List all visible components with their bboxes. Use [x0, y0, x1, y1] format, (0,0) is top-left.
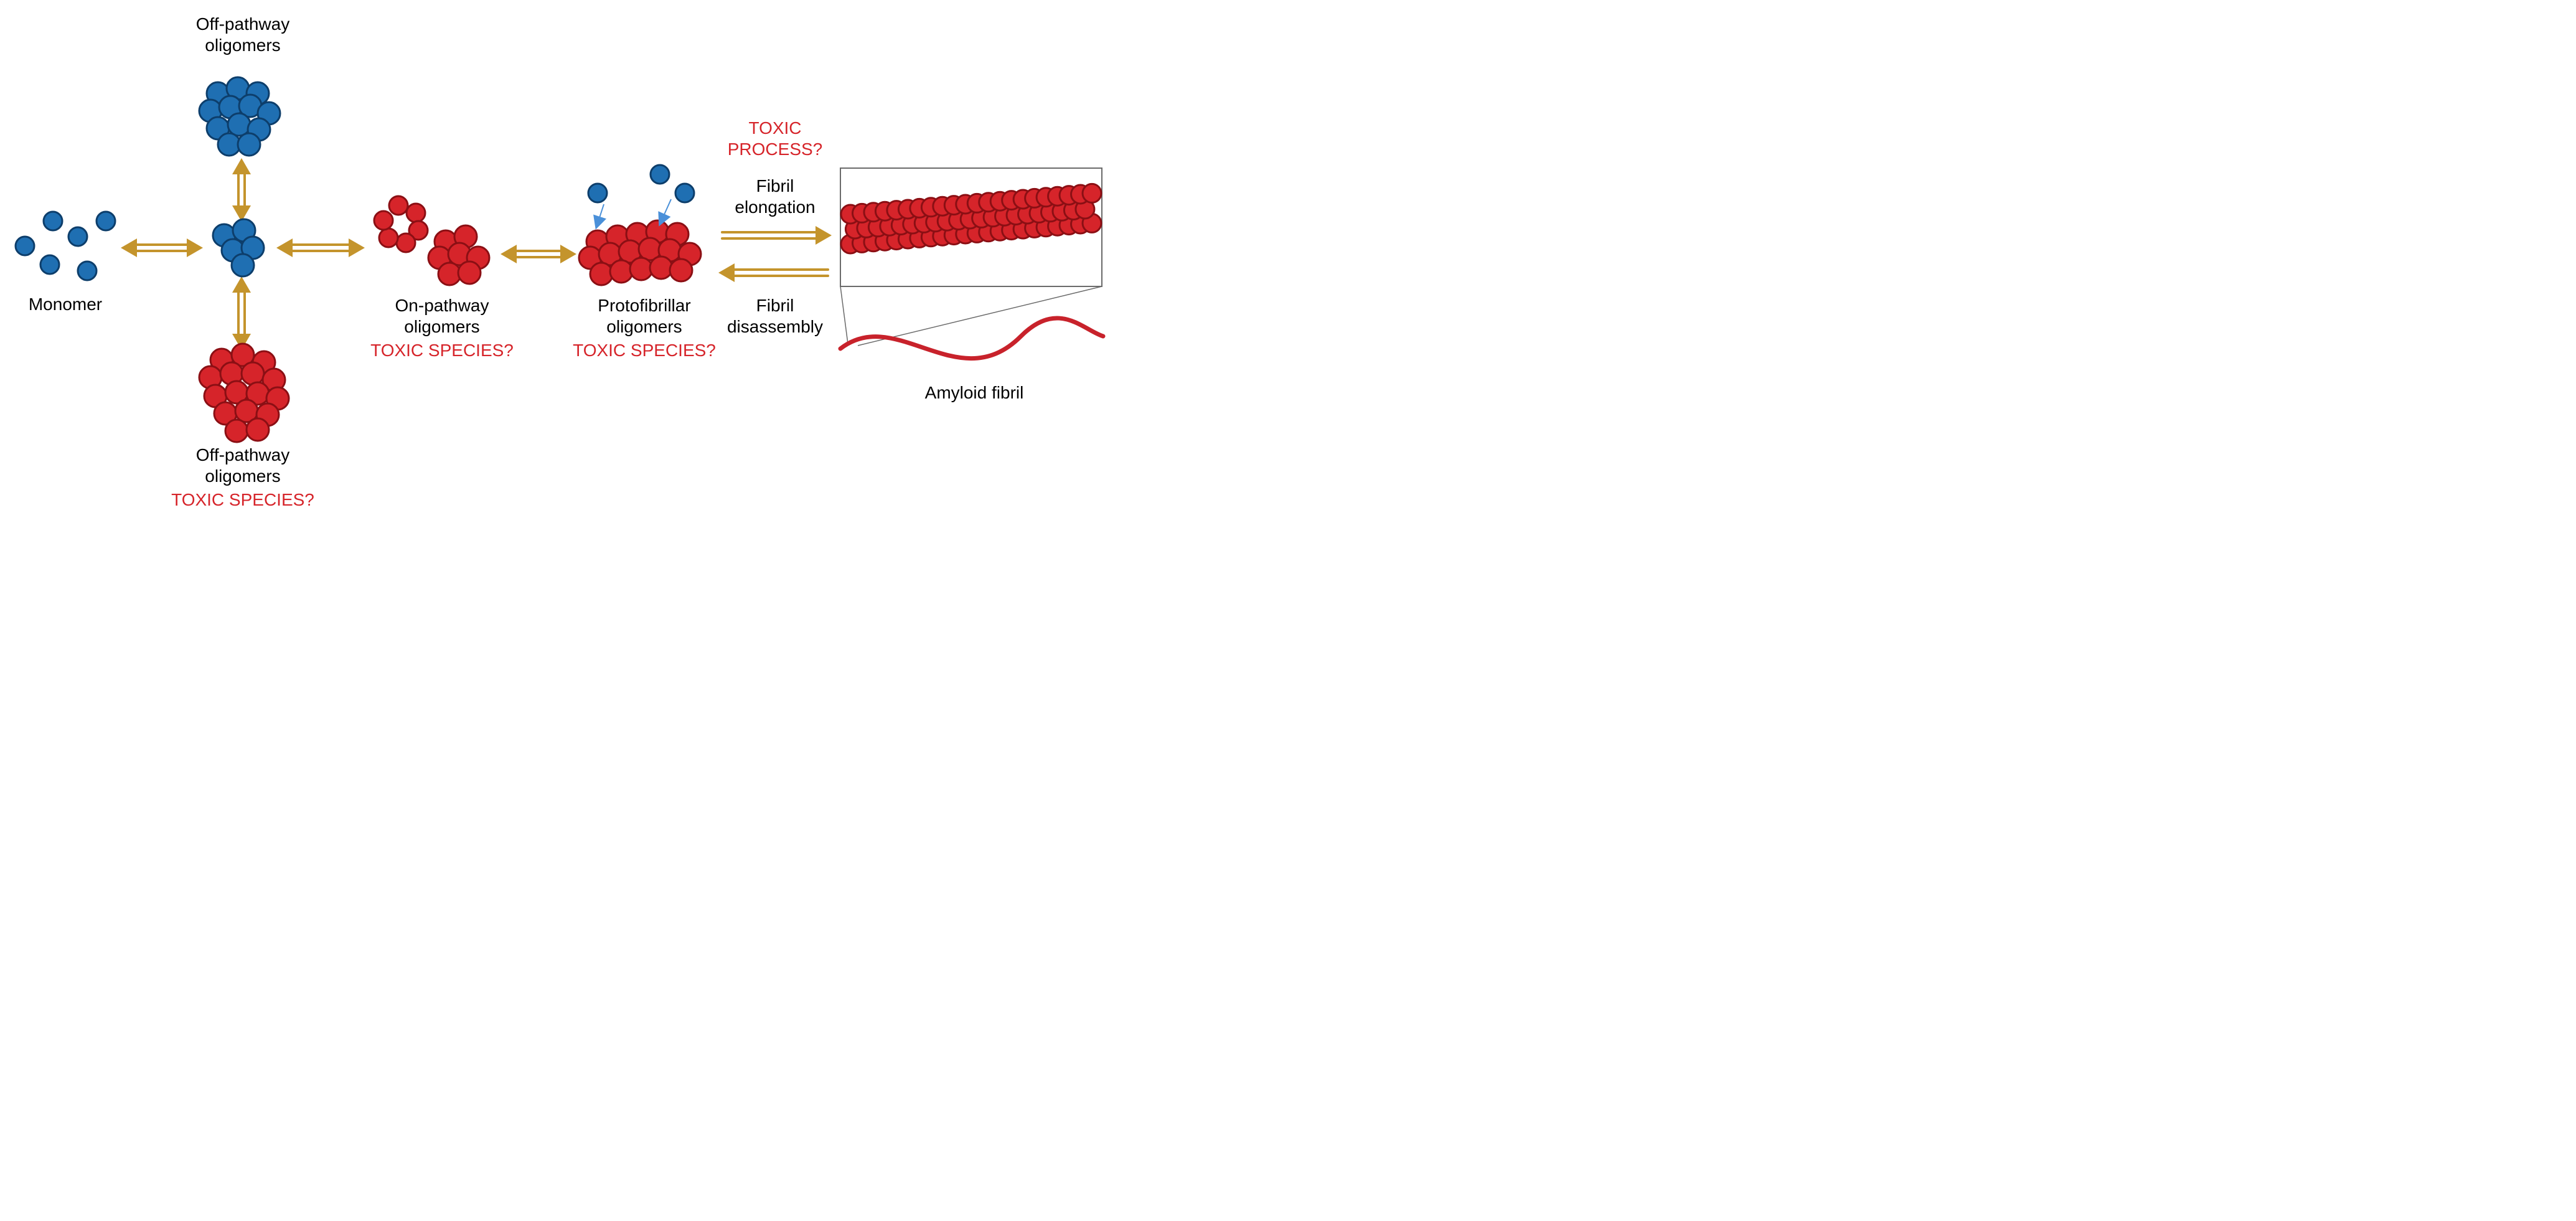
svg-text:Protofibrillar: Protofibrillar: [598, 296, 690, 315]
label-toxic-proto: TOXIC SPECIES?: [573, 341, 716, 360]
protofibrillar-cluster: [579, 220, 701, 285]
double-arrow: [121, 238, 203, 257]
svg-text:On-pathway: On-pathway: [395, 296, 489, 315]
label-toxic-process: TOXICPROCESS?: [728, 118, 823, 159]
svg-text:Amyloid fibril: Amyloid fibril: [925, 383, 1024, 402]
svg-text:oligomers: oligomers: [606, 317, 682, 336]
double-arrow: [232, 276, 251, 350]
protofibrillar-free-monomers: [588, 165, 694, 227]
off-pathway-top: [199, 77, 280, 156]
svg-text:oligomers: oligomers: [205, 35, 280, 55]
label-fibril-disassembly: Fibril disassembly: [727, 296, 823, 336]
svg-text:oligomers: oligomers: [205, 466, 280, 486]
label-amyloid-fibril: Amyloid fibril: [925, 383, 1024, 402]
on-pathway-ring: [374, 196, 428, 252]
callout-line: [840, 286, 848, 344]
svg-text:oligomers: oligomers: [404, 317, 479, 336]
amyloid-fibril-curve: [840, 318, 1103, 359]
svg-text:Fibril: Fibril: [756, 296, 794, 315]
svg-text:elongation: elongation: [735, 197, 815, 217]
label-protofibrillar: Protofibrillar oligomers: [598, 296, 690, 336]
label-toxic-on: TOXIC SPECIES?: [370, 341, 514, 360]
svg-text:TOXIC SPECIES?: TOXIC SPECIES?: [370, 341, 514, 360]
label-toxic-off-bottom: TOXIC SPECIES?: [171, 490, 314, 509]
double-arrow: [232, 158, 251, 222]
svg-text:Fibril: Fibril: [756, 176, 794, 196]
callout-line: [858, 286, 1102, 346]
label-monomer: Monomer: [29, 295, 102, 314]
svg-text:disassembly: disassembly: [727, 317, 823, 336]
intermediate-cluster: [213, 219, 264, 276]
svg-text:TOXIC: TOXIC: [748, 118, 801, 138]
double-arrow: [276, 238, 365, 257]
svg-text:PROCESS?: PROCESS?: [728, 139, 823, 159]
on-pathway-cluster: [428, 225, 489, 285]
svg-text:Off-pathway: Off-pathway: [196, 14, 289, 34]
label-fibril-elongation: Fibrilelongation: [735, 176, 815, 217]
double-arrow: [722, 226, 832, 245]
label-off-pathway-bottom: Off-pathway oligomers: [196, 445, 289, 486]
svg-text:Monomer: Monomer: [29, 295, 102, 314]
label-on-pathway: On-pathway oligomers: [395, 296, 489, 336]
monomer-cluster: [16, 212, 115, 280]
off-pathway-bottom: [199, 344, 289, 442]
svg-text:TOXIC SPECIES?: TOXIC SPECIES?: [171, 490, 314, 509]
double-arrow: [501, 245, 576, 263]
label-off-pathway-top: Off-pathwayoligomers: [196, 14, 289, 55]
svg-text:TOXIC SPECIES?: TOXIC SPECIES?: [573, 341, 716, 360]
double-arrow: [718, 263, 828, 282]
svg-text:Off-pathway: Off-pathway: [196, 445, 289, 464]
